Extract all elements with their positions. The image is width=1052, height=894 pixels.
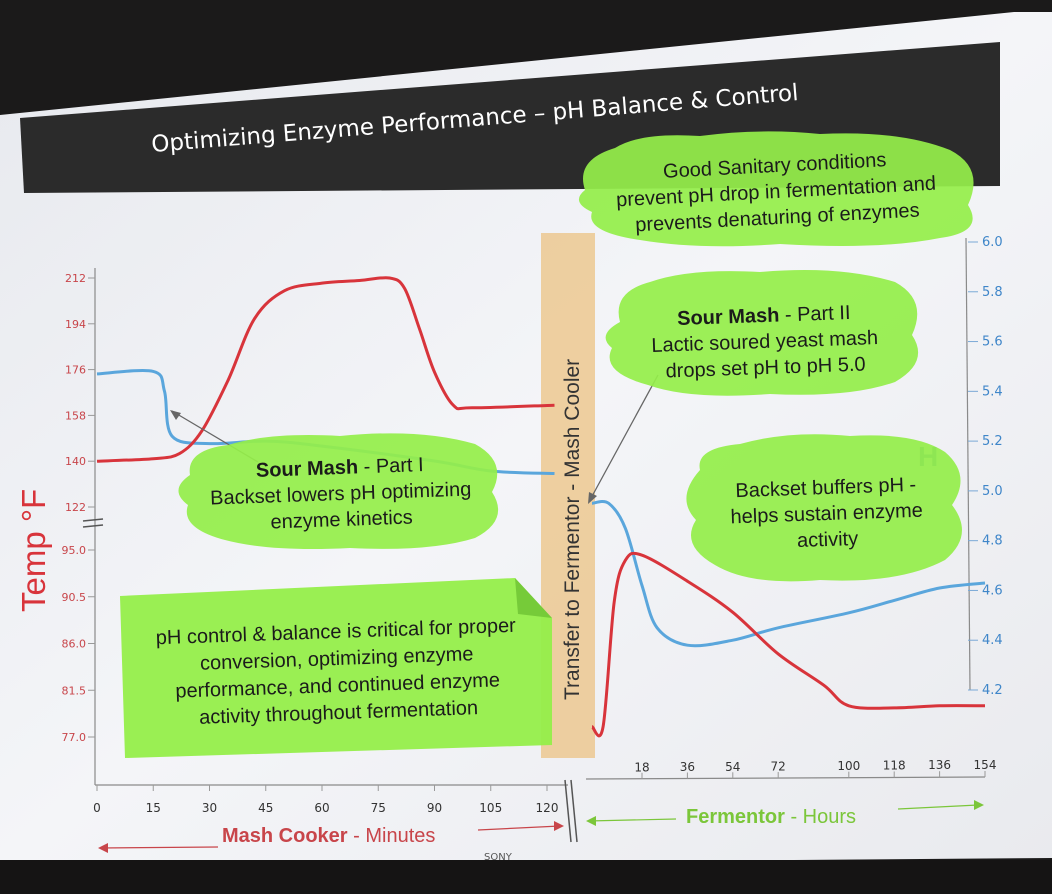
- callout-sour-mash-part-1: Sour Mash - Part IBackset lowers pH opti…: [178, 433, 499, 549]
- x-right-tick-label: 72: [771, 759, 786, 773]
- x-right-unit: - Hours: [785, 806, 856, 828]
- callout-sanitary: Good Sanitary conditionsprevent pH drop …: [578, 131, 974, 247]
- y-right-tick-label: 4.2: [982, 683, 1003, 698]
- pointer-sour-mash-2: [589, 374, 659, 501]
- svg-text:Mash Cooker - Minutes: Mash Cooker - Minutes: [222, 825, 435, 847]
- sour-mash-1-line-2: enzyme kinetics: [270, 506, 413, 533]
- svg-text:Backset buffers pH -helps sust: Backset buffers pH -helps sustain enzyme…: [729, 474, 924, 555]
- x-right-tick-label: 18: [634, 761, 649, 775]
- y-left-tick-label: 194: [65, 318, 86, 331]
- svg-text:Sour Mash - Part IILactic sour: Sour Mash - Part IILactic soured yeast m…: [650, 301, 879, 383]
- callout-sour-mash-part-2: Sour Mash - Part IILactic soured yeast m…: [605, 269, 919, 396]
- x-left-tick-label: 0: [93, 801, 101, 815]
- y-left-tick-label: 140: [65, 455, 86, 468]
- temperature-line-mash-cooker: [96, 276, 555, 463]
- y-right-tick-label: 6.0: [982, 235, 1003, 250]
- chart-axes: [82, 237, 986, 843]
- y-left-tick-label: 90.5: [62, 591, 87, 604]
- x-left-tick-label: 60: [314, 801, 329, 815]
- x-axis-mash-cooker-title: Mash Cooker - Minutes: [98, 821, 564, 853]
- x-left-name: Mash Cooker: [222, 825, 348, 847]
- ph-line-fermentor: [591, 499, 986, 648]
- y-axis-left-title: Temp °F: [15, 489, 52, 612]
- y-right-tick-label: 4.8: [982, 534, 1003, 549]
- y-right-tick-label: 5.0: [982, 484, 1003, 499]
- y-left-tick-label: 81.5: [62, 684, 87, 697]
- y-right-tick-label: 4.6: [982, 583, 1003, 598]
- x-left-tick-label: 45: [258, 801, 273, 815]
- y-right-tick-label: 5.8: [982, 285, 1003, 300]
- x-right-name: Fermentor: [686, 806, 785, 828]
- x-right-tick-label: 36: [680, 760, 695, 774]
- callout-backset-buffers: Backset buffers pH -helps sustain enzyme…: [686, 434, 962, 582]
- y-right-tick-label: 5.4: [982, 384, 1003, 399]
- y-left-tick-label: 77.0: [62, 731, 87, 744]
- x-right-tick-label: 100: [837, 759, 860, 773]
- y-right-tick-label: 5.6: [982, 335, 1003, 350]
- temperature-line-fermentor: [590, 551, 986, 738]
- axis-tick-labels: 212 194 176 158 140 122 95.0 90.5 86.0 81.5 77.0 6.…: [62, 235, 1003, 815]
- y-left-tick-label: 86.0: [62, 638, 87, 651]
- x-right-tick-label: 154: [974, 758, 997, 772]
- x-right-tick-label: 54: [725, 760, 740, 774]
- y-left-tick-label: 158: [65, 409, 86, 422]
- sour-mash-2-part: - Part II: [779, 302, 851, 326]
- callout-ph-control: pH control & balance is critical for pro…: [120, 578, 552, 758]
- x-left-tick-label: 120: [536, 801, 559, 815]
- sour-mash-1-part: - Part I: [358, 454, 424, 478]
- x-left-tick-label: 75: [371, 801, 386, 815]
- monitor-bezel: [0, 860, 1052, 894]
- x-right-tick-label: 118: [883, 759, 906, 773]
- backset-line-3: activity: [797, 528, 859, 552]
- x-left-tick-label: 105: [479, 801, 502, 815]
- transfer-label: Transfer to Fermentor - Mash Cooler: [561, 359, 584, 700]
- bezel-logo: SONY: [484, 852, 513, 863]
- y-left-tick-label: 95.0: [62, 544, 87, 557]
- x-left-tick-label: 15: [146, 801, 161, 815]
- svg-text:Fermentor - Hours: Fermentor - Hours: [686, 806, 856, 828]
- x-left-tick-label: 90: [427, 801, 442, 815]
- y-left-tick-label: 212: [65, 272, 86, 285]
- sour-mash-2-bold: Sour Mash: [677, 304, 780, 330]
- x-right-tick-label: 136: [928, 758, 951, 772]
- x-left-unit: - Minutes: [348, 825, 436, 847]
- x-axis-fermentor-title: Fermentor - Hours: [586, 800, 984, 828]
- y-right-tick-label: 5.2: [982, 434, 1003, 449]
- y-left-tick-label: 176: [65, 364, 86, 377]
- y-right-tick-label: 4.4: [982, 633, 1003, 648]
- sour-mash-1-bold: Sour Mash: [256, 456, 359, 482]
- x-left-tick-label: 30: [202, 801, 217, 815]
- y-left-tick-label: 122: [65, 501, 86, 514]
